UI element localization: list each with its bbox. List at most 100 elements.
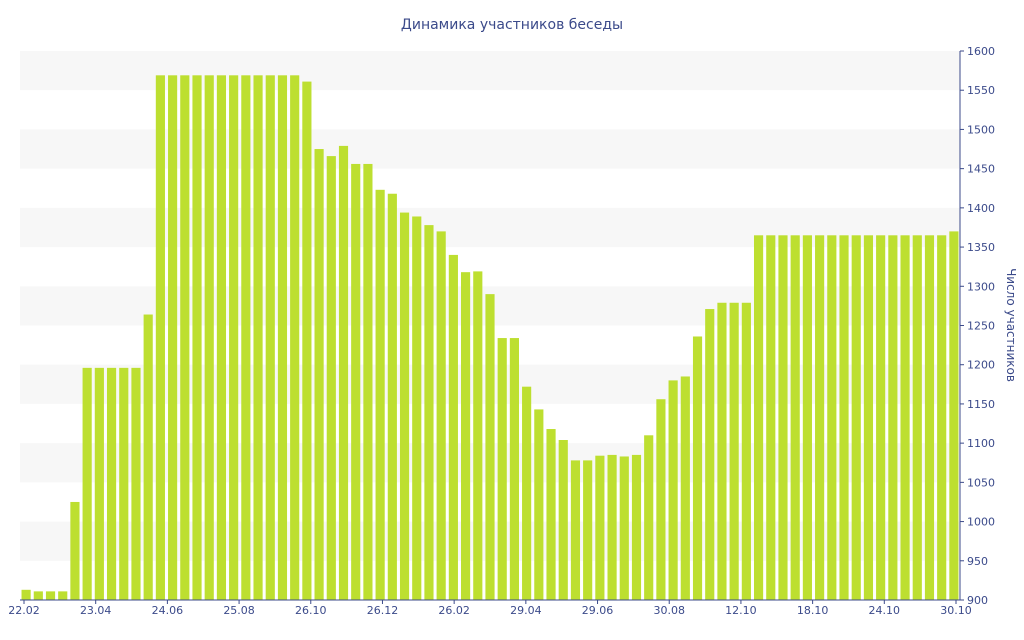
x-tick-label: 30.10 [940,604,972,617]
bar [412,216,422,600]
bar [155,75,165,600]
y-tick-label: 1050 [967,476,995,489]
bar [131,367,141,600]
bar [33,591,43,600]
y-tick-label: 1300 [967,280,995,293]
y-tick-label: 1450 [967,163,995,176]
bar [827,235,837,601]
bar [70,501,80,600]
bar [168,75,178,600]
bar [912,235,922,601]
bar [729,302,739,600]
bar [937,235,947,601]
x-tick-label: 12.10 [725,604,757,617]
bar [546,429,556,600]
bar [668,380,678,600]
bar [119,367,129,600]
y-tick-label: 1200 [967,359,995,372]
bar [924,235,935,601]
bar [143,314,153,600]
bar [180,75,190,600]
x-tick-label: 26.10 [295,604,327,617]
bar [58,591,68,600]
bar [522,386,532,600]
bar [815,235,825,601]
bar [949,231,959,600]
bar [558,440,568,600]
y-tick-label: 950 [967,555,988,568]
bar [741,302,751,600]
bar [509,338,519,600]
bar [21,589,31,600]
y-axis-ticks: 900 950 1000 1050 1100 1150 1200 1250 1300 1350 14… [960,45,995,607]
bar [314,149,324,601]
bar [253,75,263,600]
bar [375,189,385,600]
bar [656,399,666,600]
x-tick-label: 25.08 [223,604,255,617]
bar [778,235,788,601]
y-tick-label: 1550 [967,84,995,97]
bar [45,591,56,600]
y-tick-label: 1150 [967,398,995,411]
bar [570,460,581,600]
x-tick-label: 26.12 [367,604,399,617]
y-tick-label: 1400 [967,202,995,215]
bar [399,212,410,600]
bar [241,75,251,600]
x-axis-ticks: 22.02 23.04 24.06 25.08 26.10 26.12 26.02 29.04… [8,600,972,617]
bar [94,367,104,600]
bar [351,163,361,601]
y-axis-label: Число участников [1004,268,1018,382]
y-tick-label: 1350 [967,241,995,254]
bar [448,254,458,600]
bar [424,225,434,600]
y-tick-label: 1500 [967,123,995,136]
bar [802,235,812,601]
y-tick-label: 1600 [967,45,995,58]
bar [717,302,727,600]
bar [82,367,92,600]
y-tick-label: 1100 [967,437,995,450]
bar [497,338,507,600]
bar [326,156,336,600]
bar [265,75,275,600]
bar [229,75,239,600]
bar [766,235,776,601]
x-tick-label: 18.10 [797,604,829,617]
bar [644,435,654,600]
bar [680,376,690,600]
bar [876,235,886,601]
x-tick-label: 29.06 [582,604,614,617]
y-tick-label: 900 [967,594,988,607]
bar [595,455,605,600]
bar [583,460,593,600]
y-tick-label: 1000 [967,516,995,529]
bar [900,235,910,601]
x-tick-label: 23.04 [80,604,112,617]
bar [192,75,202,600]
bar [839,235,849,601]
bar [277,75,288,600]
bar [106,367,117,600]
bar [485,294,495,600]
bar-series [21,75,959,601]
bar [631,454,642,600]
bar [473,271,483,600]
bar [607,454,617,600]
bar [461,272,471,600]
bar [888,235,898,601]
x-tick-label: 29.04 [510,604,542,617]
bar [692,336,703,600]
bar [534,409,544,600]
bar [436,231,446,600]
bar [387,193,397,601]
chart-title: Динамика участников беседы [401,17,623,33]
bar [338,145,349,601]
bar [851,235,861,601]
bar [790,235,800,601]
bar [363,163,373,601]
y-tick-label: 1250 [967,320,995,333]
bar [753,235,764,601]
